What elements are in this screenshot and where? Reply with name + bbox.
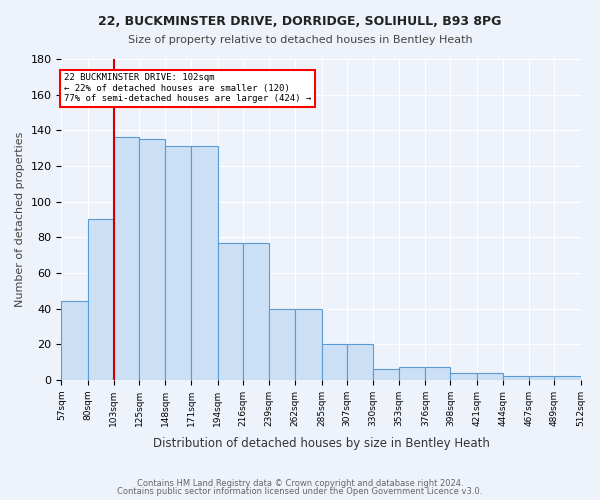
Text: Size of property relative to detached houses in Bentley Heath: Size of property relative to detached ho… xyxy=(128,35,472,45)
Text: Contains public sector information licensed under the Open Government Licence v3: Contains public sector information licen… xyxy=(118,487,482,496)
Y-axis label: Number of detached properties: Number of detached properties xyxy=(15,132,25,307)
Bar xyxy=(61,302,88,380)
Bar xyxy=(425,368,451,380)
X-axis label: Distribution of detached houses by size in Bentley Heath: Distribution of detached houses by size … xyxy=(152,437,490,450)
Bar xyxy=(554,376,581,380)
Bar xyxy=(399,368,425,380)
Bar xyxy=(191,146,218,380)
Bar xyxy=(218,242,243,380)
Bar xyxy=(373,369,399,380)
Bar xyxy=(114,138,139,380)
Bar xyxy=(451,372,476,380)
Bar xyxy=(503,376,529,380)
Text: Contains HM Land Registry data © Crown copyright and database right 2024.: Contains HM Land Registry data © Crown c… xyxy=(137,478,463,488)
Bar xyxy=(269,308,295,380)
Text: 22 BUCKMINSTER DRIVE: 102sqm
← 22% of detached houses are smaller (120)
77% of s: 22 BUCKMINSTER DRIVE: 102sqm ← 22% of de… xyxy=(64,74,311,103)
Bar xyxy=(88,220,114,380)
Bar xyxy=(322,344,347,380)
Bar xyxy=(476,372,503,380)
Bar xyxy=(529,376,554,380)
Text: 22, BUCKMINSTER DRIVE, DORRIDGE, SOLIHULL, B93 8PG: 22, BUCKMINSTER DRIVE, DORRIDGE, SOLIHUL… xyxy=(98,15,502,28)
Bar xyxy=(295,308,322,380)
Bar xyxy=(243,242,269,380)
Bar xyxy=(139,139,165,380)
Bar xyxy=(165,146,191,380)
Bar xyxy=(347,344,373,380)
